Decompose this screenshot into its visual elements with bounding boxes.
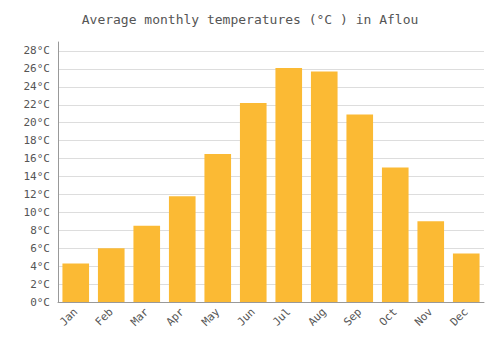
svg-text:24°C: 24°C xyxy=(24,80,51,93)
svg-text:18°C: 18°C xyxy=(24,134,51,147)
svg-text:6°C: 6°C xyxy=(30,242,50,255)
svg-text:16°C: 16°C xyxy=(24,152,51,165)
svg-text:4°C: 4°C xyxy=(30,260,50,273)
svg-text:Nov: Nov xyxy=(412,305,435,328)
svg-text:Oct: Oct xyxy=(377,305,400,328)
svg-text:10°C: 10°C xyxy=(24,206,51,219)
svg-text:26°C: 26°C xyxy=(24,62,51,75)
svg-text:20°C: 20°C xyxy=(24,116,51,129)
svg-text:Apr: Apr xyxy=(164,305,187,328)
svg-text:28°C: 28°C xyxy=(24,44,51,57)
svg-text:May: May xyxy=(199,305,222,328)
svg-text:Average monthly temperatures (: Average monthly temperatures (°C ) in Af… xyxy=(82,12,419,27)
svg-text:Aug: Aug xyxy=(306,305,329,328)
svg-text:2°C: 2°C xyxy=(30,278,50,291)
svg-text:Jan: Jan xyxy=(57,305,80,328)
svg-text:Mar: Mar xyxy=(128,305,151,328)
svg-text:Feb: Feb xyxy=(93,305,116,328)
svg-text:22°C: 22°C xyxy=(24,98,51,111)
svg-text:0°C: 0°C xyxy=(30,296,50,309)
svg-text:14°C: 14°C xyxy=(24,170,51,183)
svg-text:Jul: Jul xyxy=(270,305,293,328)
svg-text:Sep: Sep xyxy=(341,305,364,328)
svg-text:12°C: 12°C xyxy=(24,188,51,201)
svg-text:8°C: 8°C xyxy=(30,224,50,237)
svg-text:Jun: Jun xyxy=(235,305,258,328)
svg-text:Dec: Dec xyxy=(448,305,471,328)
